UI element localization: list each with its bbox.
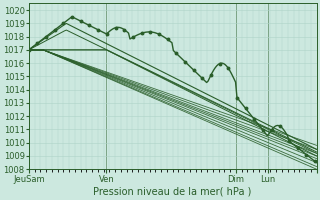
X-axis label: Pression niveau de la mer( hPa ): Pression niveau de la mer( hPa ) [93,187,252,197]
